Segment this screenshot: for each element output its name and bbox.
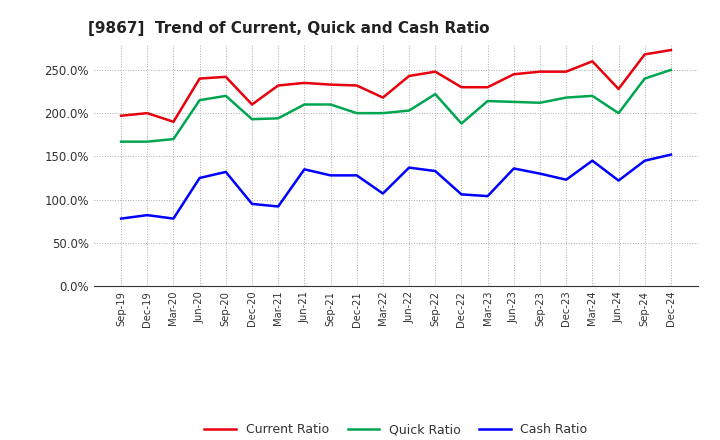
Quick Ratio bbox=[326, 102, 335, 107]
Quick Ratio bbox=[510, 99, 518, 105]
Cash Ratio bbox=[405, 165, 413, 170]
Current Ratio bbox=[457, 84, 466, 90]
Quick Ratio bbox=[379, 110, 387, 116]
Cash Ratio bbox=[169, 216, 178, 221]
Cash Ratio bbox=[431, 169, 440, 174]
Cash Ratio bbox=[352, 173, 361, 178]
Current Ratio bbox=[274, 83, 282, 88]
Cash Ratio bbox=[457, 192, 466, 197]
Cash Ratio bbox=[483, 194, 492, 199]
Quick Ratio bbox=[195, 98, 204, 103]
Quick Ratio bbox=[248, 117, 256, 122]
Quick Ratio bbox=[483, 99, 492, 104]
Current Ratio bbox=[667, 48, 675, 53]
Quick Ratio bbox=[562, 95, 570, 100]
Current Ratio bbox=[326, 82, 335, 87]
Cash Ratio bbox=[300, 167, 309, 172]
Current Ratio bbox=[143, 110, 152, 116]
Cash Ratio bbox=[562, 177, 570, 182]
Current Ratio bbox=[536, 69, 544, 74]
Current Ratio bbox=[562, 69, 570, 74]
Quick Ratio bbox=[169, 136, 178, 142]
Cash Ratio bbox=[222, 169, 230, 175]
Quick Ratio bbox=[536, 100, 544, 106]
Cash Ratio bbox=[536, 171, 544, 176]
Current Ratio bbox=[248, 102, 256, 107]
Cash Ratio bbox=[143, 213, 152, 218]
Cash Ratio bbox=[510, 166, 518, 171]
Line: Current Ratio: Current Ratio bbox=[121, 50, 671, 122]
Quick Ratio bbox=[300, 102, 309, 107]
Quick Ratio bbox=[667, 67, 675, 73]
Quick Ratio bbox=[457, 121, 466, 126]
Current Ratio bbox=[222, 74, 230, 80]
Cash Ratio bbox=[640, 158, 649, 163]
Line: Quick Ratio: Quick Ratio bbox=[121, 70, 671, 142]
Quick Ratio bbox=[222, 93, 230, 99]
Cash Ratio bbox=[326, 173, 335, 178]
Current Ratio bbox=[195, 76, 204, 81]
Quick Ratio bbox=[352, 110, 361, 116]
Current Ratio bbox=[614, 86, 623, 92]
Current Ratio bbox=[117, 113, 125, 118]
Quick Ratio bbox=[117, 139, 125, 144]
Cash Ratio bbox=[614, 178, 623, 183]
Current Ratio bbox=[405, 73, 413, 79]
Cash Ratio bbox=[195, 175, 204, 180]
Cash Ratio bbox=[588, 158, 597, 163]
Cash Ratio bbox=[379, 191, 387, 196]
Current Ratio bbox=[510, 72, 518, 77]
Cash Ratio bbox=[117, 216, 125, 221]
Current Ratio bbox=[300, 80, 309, 85]
Current Ratio bbox=[483, 84, 492, 90]
Quick Ratio bbox=[274, 116, 282, 121]
Quick Ratio bbox=[588, 93, 597, 99]
Line: Cash Ratio: Cash Ratio bbox=[121, 154, 671, 219]
Current Ratio bbox=[588, 59, 597, 64]
Quick Ratio bbox=[405, 108, 413, 113]
Current Ratio bbox=[169, 119, 178, 125]
Cash Ratio bbox=[248, 201, 256, 206]
Current Ratio bbox=[352, 83, 361, 88]
Quick Ratio bbox=[431, 92, 440, 97]
Current Ratio bbox=[640, 52, 649, 57]
Current Ratio bbox=[379, 95, 387, 100]
Quick Ratio bbox=[143, 139, 152, 144]
Quick Ratio bbox=[614, 110, 623, 116]
Current Ratio bbox=[431, 69, 440, 74]
Legend: Current Ratio, Quick Ratio, Cash Ratio: Current Ratio, Quick Ratio, Cash Ratio bbox=[199, 418, 593, 440]
Cash Ratio bbox=[274, 204, 282, 209]
Cash Ratio bbox=[667, 152, 675, 157]
Text: [9867]  Trend of Current, Quick and Cash Ratio: [9867] Trend of Current, Quick and Cash … bbox=[88, 21, 489, 36]
Quick Ratio bbox=[640, 76, 649, 81]
